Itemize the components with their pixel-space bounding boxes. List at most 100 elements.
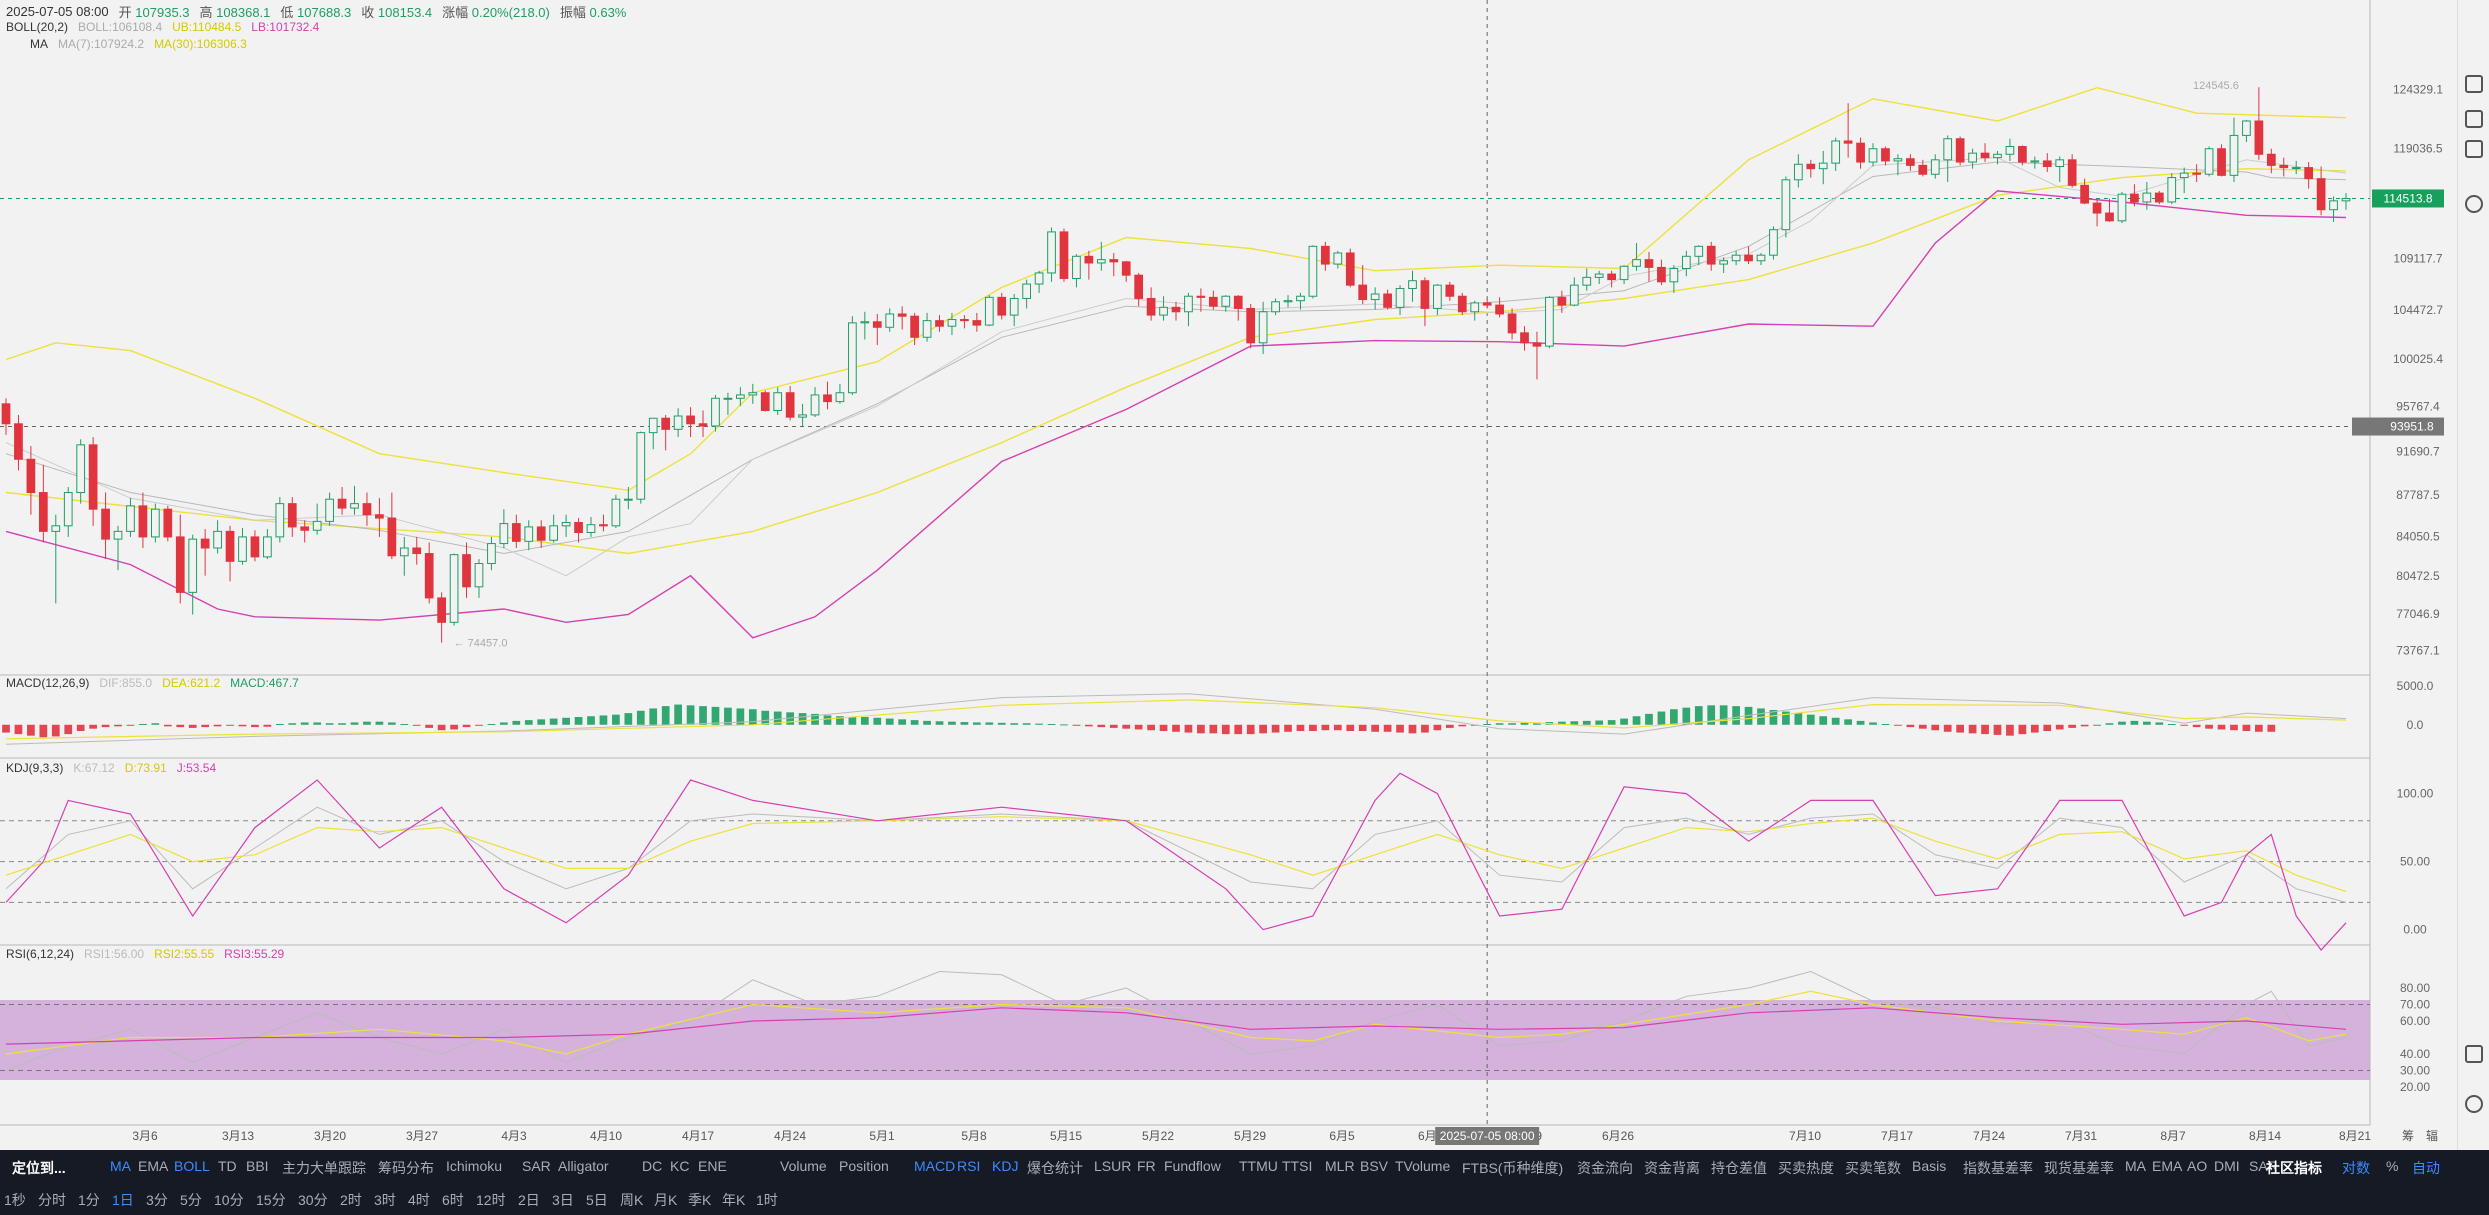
period-1[interactable]: 分时	[38, 1192, 66, 1208]
candle-body	[1968, 152, 1977, 163]
macd-bar	[263, 724, 272, 727]
period-5[interactable]: 5分	[180, 1192, 202, 1208]
main-indicator-2[interactable]: BOLL	[174, 1158, 210, 1174]
sub-indicator-25[interactable]: AO	[2187, 1158, 2208, 1174]
candle	[424, 542, 434, 604]
candle	[1781, 176, 1791, 238]
macd-bar	[1358, 724, 1367, 731]
main-indicator-0[interactable]: MA	[110, 1158, 131, 1174]
sub-indicator-4[interactable]: KDJ	[992, 1158, 1019, 1174]
period-7[interactable]: 15分	[256, 1192, 286, 1208]
radar-icon[interactable]	[2465, 195, 2483, 213]
period-6[interactable]: 10分	[214, 1192, 244, 1208]
main-indicator-12[interactable]: ENE	[698, 1158, 727, 1174]
sub-indicator-21[interactable]: 指数基差率	[1963, 1160, 2033, 1176]
period-13[interactable]: 12时	[476, 1192, 506, 1208]
candle-body	[1806, 163, 1816, 170]
candle-body	[972, 320, 982, 326]
main-indicator-1[interactable]: EMA	[138, 1158, 169, 1174]
candle	[524, 520, 534, 551]
period-16[interactable]: 5日	[586, 1192, 608, 1208]
sub-indicator-16[interactable]: 资金背离	[1644, 1160, 1700, 1176]
monitor-icon[interactable]	[2465, 140, 2483, 158]
period-20[interactable]: 年K	[722, 1192, 746, 1208]
sub-indicator-5[interactable]: 爆仓统计	[1027, 1160, 1083, 1176]
boll-legend[interactable]: BOLL(20,2) BOLL:106108.4 UB:110484.5 LB:…	[6, 20, 319, 34]
candle-body	[38, 492, 48, 532]
sub-indicator-14[interactable]: FTBS(币种维度)	[1462, 1160, 1564, 1176]
period-10[interactable]: 3时	[374, 1192, 396, 1208]
candle-body	[2179, 172, 2189, 179]
sub-indicator-24[interactable]: EMA	[2152, 1158, 2183, 1174]
sub-indicator-20[interactable]: Basis	[1912, 1158, 1947, 1174]
period-3[interactable]: 1日	[112, 1192, 134, 1208]
period-11[interactable]: 4时	[408, 1192, 430, 1208]
sub-indicator-0[interactable]: Volume	[780, 1158, 827, 1174]
sub-indicator-6[interactable]: LSUR	[1094, 1158, 1132, 1174]
main-indicator-10[interactable]: DC	[642, 1158, 663, 1174]
sub-indicator-19[interactable]: 买卖笔数	[1845, 1160, 1901, 1176]
candle	[1470, 300, 1480, 321]
main-indicator-5[interactable]: 主力大单跟踪	[282, 1160, 366, 1176]
sub-indicator-9[interactable]: TTMU	[1239, 1158, 1278, 1174]
panel-icon[interactable]	[2465, 1045, 2483, 1063]
candle	[1918, 159, 1928, 177]
sub-indicator-15[interactable]: 资金流向	[1577, 1160, 1633, 1176]
sub-indicator-12[interactable]: BSV	[1360, 1158, 1389, 1174]
main-indicator-11[interactable]: KC	[670, 1158, 690, 1174]
macd-bar	[636, 710, 645, 725]
candle-body	[2142, 192, 2152, 203]
main-indicator-4[interactable]: BBI	[246, 1158, 269, 1174]
sub-indicator-1[interactable]: Position	[839, 1158, 889, 1174]
kdj-legend[interactable]: KDJ(9,3,3) K:67.12 D:73.91 J:53.54	[6, 761, 216, 775]
period-2[interactable]: 1分	[78, 1192, 100, 1208]
sub-indicator-2[interactable]: MACD	[914, 1158, 956, 1174]
candle-body	[1196, 295, 1206, 298]
main-indicator-9[interactable]: Alligator	[558, 1158, 609, 1174]
sub-indicator-7[interactable]: FR	[1137, 1158, 1156, 1174]
macd-legend[interactable]: MACD(12,26,9) DIF:855.0 DEA:621.2 MACD:4…	[6, 676, 299, 690]
layout-icon[interactable]	[2465, 75, 2483, 93]
change-label: 涨幅	[442, 5, 469, 20]
period-4[interactable]: 3分	[146, 1192, 168, 1208]
sub-indicator-26[interactable]: DMI	[2214, 1158, 2240, 1174]
grid-icon[interactable]	[2465, 110, 2483, 128]
sub-indicator-17[interactable]: 持仓差值	[1711, 1160, 1767, 1176]
sub-indicator-11[interactable]: MLR	[1325, 1158, 1355, 1174]
period-14[interactable]: 2日	[518, 1192, 540, 1208]
sub-indicator-8[interactable]: Fundflow	[1164, 1158, 1221, 1174]
candle	[2217, 144, 2226, 177]
period-12[interactable]: 6时	[442, 1192, 464, 1208]
main-indicator-8[interactable]: SAR	[522, 1158, 551, 1174]
auto-button[interactable]: 自动	[2412, 1160, 2440, 1176]
sub-indicator-3[interactable]: RSI	[957, 1158, 981, 1174]
sub-indicator-13[interactable]: TVolume	[1395, 1158, 1451, 1174]
period-15[interactable]: 3日	[552, 1192, 574, 1208]
locate-button[interactable]: 定位到...	[12, 1160, 66, 1176]
community-indicators-button[interactable]: 社区指标	[2266, 1160, 2322, 1176]
macd-bar	[2205, 724, 2213, 729]
support-icon[interactable]	[2465, 1095, 2483, 1113]
time-tick-label: 4月17	[682, 1129, 714, 1143]
main-indicator-3[interactable]: TD	[218, 1158, 237, 1174]
sub-indicator-18[interactable]: 买卖热度	[1778, 1160, 1834, 1176]
period-17[interactable]: 周K	[620, 1192, 644, 1208]
ma-legend[interactable]: MA MA(7):107924.2 MA(30):106306.3	[30, 37, 247, 51]
rsi-legend[interactable]: RSI(6,12,24) RSI1:56.00 RSI2:55.55 RSI3:…	[6, 947, 284, 961]
main-indicator-7[interactable]: Ichimoku	[446, 1158, 503, 1174]
period-18[interactable]: 月K	[654, 1192, 678, 1208]
period-0[interactable]: 1秒	[4, 1192, 26, 1208]
sub-indicator-27[interactable]: SAR	[2249, 1158, 2278, 1174]
sub-indicator-22[interactable]: 现货基差率	[2044, 1160, 2114, 1176]
period-9[interactable]: 2时	[340, 1192, 362, 1208]
sub-indicator-23[interactable]: MA	[2125, 1158, 2146, 1174]
candle	[997, 292, 1007, 320]
period-21[interactable]: 1时	[756, 1192, 778, 1208]
log-scale-button[interactable]: 对数	[2342, 1160, 2370, 1176]
period-19[interactable]: 季K	[688, 1192, 712, 1208]
sub-indicator-10[interactable]: TTSI	[1282, 1158, 1313, 1174]
percent-button[interactable]: %	[2386, 1158, 2399, 1174]
period-8[interactable]: 30分	[298, 1192, 328, 1208]
chart-canvas[interactable]: 124329.1 119036.5 109117.7 104472.7 100025.4…	[0, 0, 2489, 1150]
main-indicator-6[interactable]: 筹码分布	[378, 1160, 434, 1176]
